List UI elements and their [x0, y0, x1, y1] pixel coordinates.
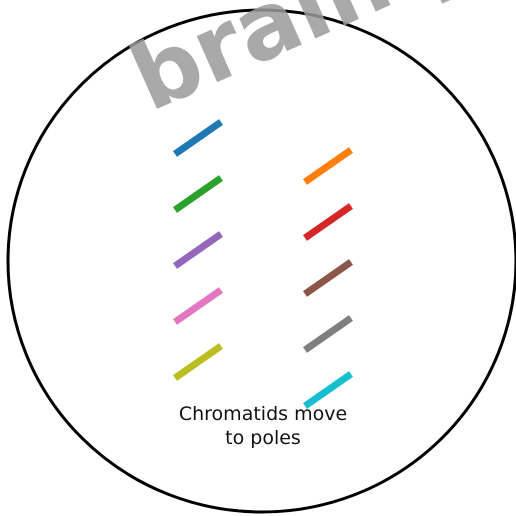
diagram: brainly Chromatids move to poles — [0, 0, 516, 516]
label-line: to poles — [225, 427, 301, 449]
label-line: Chromatids move — [179, 403, 347, 425]
